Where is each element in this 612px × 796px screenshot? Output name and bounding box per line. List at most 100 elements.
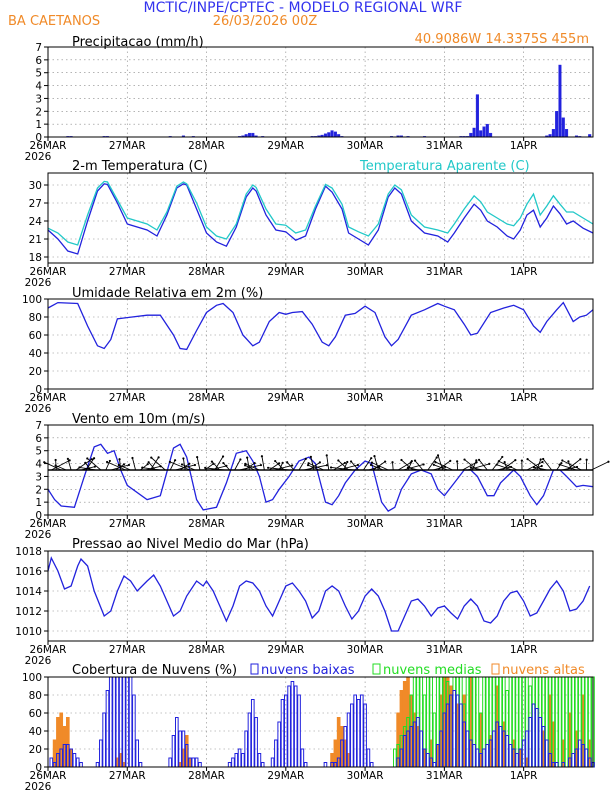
wind-arrow-head [607,461,609,463]
bar-nuvens-baixas [248,713,251,767]
wind-arrow-head [514,459,516,461]
panel-legend-apparent-temp: Temperatura Aparente (C) [359,159,530,174]
x-tick-label: 27MAR [109,518,146,530]
wind-arrow-head [411,460,413,462]
wind-arrow-head [558,464,560,466]
wind-arrow [132,458,135,470]
x-tick-label: 28MAR [188,140,225,152]
wind-arrow-head [496,464,498,466]
bar-precipitacao [473,128,476,137]
wind-arrow-head [526,458,528,460]
wind-arrow [591,462,608,470]
x-tick-label: 30MAR [347,518,384,530]
bar-nuvens-baixas [370,763,373,768]
bar-nuvens-baixas [460,704,463,767]
wind-arrow-head [540,458,542,460]
y-tick-label: 2 [35,484,42,496]
bar-precipitacao [489,133,492,137]
bar-nuvens-baixas [572,754,575,768]
bar-nuvens-baixas [288,686,291,767]
wind-arrow-head [475,459,477,461]
wind-arrow-head [78,466,80,468]
x-tick-label: 28MAR [188,770,225,782]
x-tick-label: 27MAR [109,140,146,152]
wind-arrow-head [182,457,184,459]
bar-nuvens-baixas [476,749,479,767]
wind-arrow-head [504,461,506,463]
wind-arrow-head [147,463,149,465]
bar-nuvens-baixas [483,749,486,767]
wind-arrow-head [305,458,307,460]
bar-nuvens-medias [565,677,568,767]
bar-nuvens-baixas [529,718,532,768]
y-tick-label: 1 [35,119,42,131]
wind-arrow-head [194,464,196,466]
wind-arrow [51,460,69,470]
x-tick-label: 28MAR [188,392,225,404]
wind-arrow-head [357,464,359,466]
x-tick-label: 31MAR [426,266,463,278]
y-tick-label: 2 [35,106,42,118]
wind-arrow-head [93,457,95,459]
bar-nuvens-baixas [506,736,509,768]
y-tick-label: 18 [29,252,42,264]
bar-nuvens-baixas [324,763,327,768]
wind-arrow-head [370,457,372,459]
y-tick-label: 6 [35,433,42,445]
bar-precipitacao [479,131,482,137]
wind-arrow-head [123,463,125,465]
wind-arrow-head [373,455,375,457]
panel-frame [48,173,593,263]
bar-precipitacao [483,127,486,137]
wind-arrow [262,456,264,470]
x-tick-label: 1APR [510,518,538,530]
x-tick-label: 30MAR [347,770,384,782]
wind-arrow-head [542,458,544,460]
x-tick-label: 31MAR [426,140,463,152]
y-tick-label: 5 [35,68,42,80]
x-tick-label: 29MAR [267,266,304,278]
bar-precipitacao [486,124,489,137]
x-tick-label: 1APR [510,392,538,404]
x-year-label: 2026 [25,277,52,289]
wind-arrow [363,458,371,470]
wind-arrow-head [437,454,439,456]
bar-nuvens-baixas [294,686,297,767]
wind-arrow-head [400,459,402,461]
panel-title-pressure: Pressao ao Nivel Medio do Mar (hPa) [72,537,309,552]
wind-arrow-head [470,466,472,468]
legend-high-clouds: nuvens altas [502,663,585,678]
wind-arrow [543,459,552,470]
wind-arrow-head [141,467,143,469]
x-tick-label: 27MAR [109,392,146,404]
bar-nuvens-baixas [427,754,430,768]
panel-frame [48,551,593,641]
y-tick-label: 1012 [15,606,42,618]
wind-arrow-head [560,462,562,464]
y-tick-label: 60 [29,330,42,342]
series-line-pressao [48,558,590,631]
bar-nuvens-baixas [367,749,370,767]
panel-title-precip: Precipitacao (mm/h) [72,35,204,50]
y-tick-label: 1014 [15,586,42,598]
wind-arrow-head [521,459,523,461]
x-tick-label: 31MAR [426,392,463,404]
x-tick-label: 30MAR [347,644,384,656]
y-tick-label: 80 [29,312,42,324]
bar-nuvens-baixas [261,763,264,768]
wind-arrow-head [567,460,569,462]
wind-arrow-head [222,462,224,464]
y-tick-label: 24 [29,216,43,228]
x-tick-label: 31MAR [426,518,463,530]
wind-arrow-head [326,454,328,456]
y-tick-label: 80 [29,690,42,702]
wind-arrow-head [131,457,133,459]
x-tick-label: 30MAR [347,392,384,404]
wind-arrow-head [330,466,332,468]
wind-arrow-head [307,464,309,466]
y-tick-label: 4 [35,81,42,93]
y-tick-label: 5 [35,446,42,458]
y-tick-label: 40 [29,726,42,738]
